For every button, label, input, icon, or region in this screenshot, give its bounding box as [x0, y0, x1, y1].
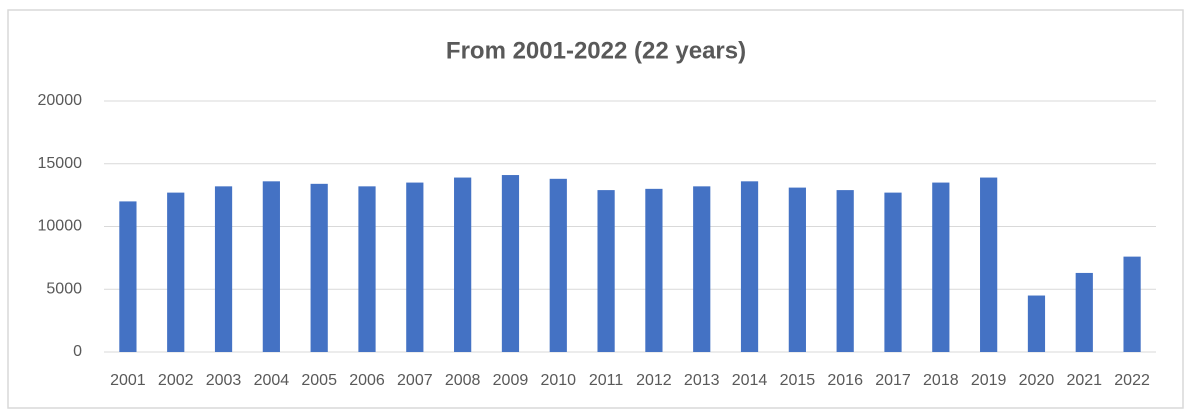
- bar: [501, 175, 520, 352]
- x-tick-label: 2020: [1019, 372, 1055, 389]
- bar: [1075, 272, 1093, 352]
- bar: [932, 182, 950, 352]
- x-tick-label: 2011: [589, 372, 624, 389]
- bar: [884, 192, 902, 352]
- bar: [310, 183, 328, 352]
- chart-title: From 2001-2022 (22 years): [446, 37, 746, 64]
- bar: [645, 188, 663, 352]
- x-tick-label: 2016: [827, 372, 863, 389]
- x-tick-label: 2021: [1066, 372, 1102, 389]
- bar: [740, 181, 759, 352]
- bar: [1123, 256, 1141, 352]
- x-tick-label: 2007: [397, 372, 433, 389]
- bar: [693, 186, 711, 352]
- x-tick-label: 2017: [875, 372, 911, 389]
- bar: [454, 177, 472, 352]
- bar: [836, 190, 854, 352]
- x-tick-label: 2014: [732, 372, 768, 389]
- bar: [167, 192, 185, 352]
- bar: [262, 181, 280, 352]
- x-tick-label: 2012: [636, 372, 672, 389]
- y-tick-label: 20000: [38, 92, 83, 109]
- y-tick-label: 5000: [46, 280, 82, 297]
- bar: [597, 190, 615, 352]
- y-tick-label: 15000: [38, 155, 83, 172]
- bar: [1027, 295, 1046, 352]
- x-tick-label: 2005: [301, 372, 337, 389]
- bar: [406, 182, 424, 352]
- x-tick-label: 2022: [1114, 372, 1150, 389]
- y-tick-label: 0: [73, 343, 82, 360]
- x-tick-label: 2008: [445, 372, 481, 389]
- x-tick-label: 2006: [349, 372, 385, 389]
- bar: [358, 186, 376, 352]
- x-tick-label: 2004: [254, 372, 290, 389]
- x-tick-label: 2003: [206, 372, 242, 389]
- bar: [549, 178, 567, 352]
- x-tick-label: 2015: [780, 372, 816, 389]
- bar: [214, 186, 233, 352]
- x-tick-label: 2009: [493, 372, 529, 389]
- x-tick-label: 2002: [158, 372, 194, 389]
- x-tick-label: 2018: [923, 372, 959, 389]
- bar: [788, 187, 806, 352]
- x-tick-label: 2010: [540, 372, 576, 389]
- x-tick-label: 2019: [971, 372, 1007, 389]
- bar: [980, 177, 998, 352]
- bar: [119, 201, 137, 352]
- y-tick-label: 10000: [38, 218, 83, 235]
- x-tick-label: 2013: [684, 372, 720, 389]
- x-tick-label: 2001: [110, 372, 146, 389]
